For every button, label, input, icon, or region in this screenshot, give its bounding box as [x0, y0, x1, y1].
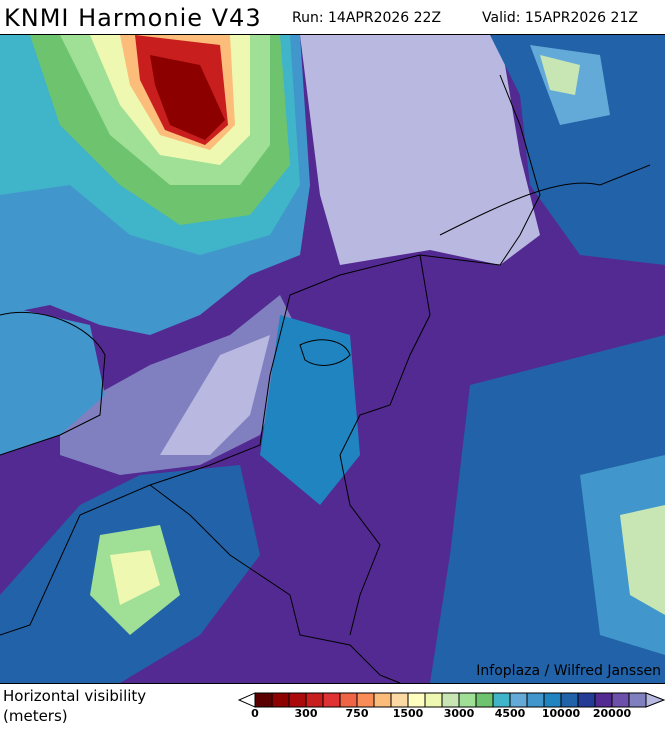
- colorbar-tick-label: 4500: [494, 707, 526, 720]
- colorbar-tick-label: 1500: [392, 707, 424, 720]
- colorbar-label-line1: Horizontal visibility: [3, 687, 147, 705]
- colorbar-box: [543, 692, 562, 708]
- border-belgium: [149, 484, 401, 683]
- field-denmark: [490, 35, 665, 265]
- colorbar-box: [356, 692, 375, 708]
- colorbar-tick-label: 10000: [541, 707, 581, 720]
- colorbar: [237, 692, 665, 708]
- colorbar-box: [560, 692, 579, 708]
- field-netherlands: [260, 315, 360, 505]
- haze-north-sea: [300, 35, 540, 265]
- colorbar-under-arrow: [237, 692, 256, 708]
- colorbar-label: Horizontal visibility (meters): [3, 686, 146, 726]
- colorbar-box: [390, 692, 409, 708]
- colorbar-tick-label: 750: [345, 707, 369, 720]
- colorbar-box: [509, 692, 528, 708]
- field-patch: [110, 550, 160, 605]
- colorbar-box: [288, 692, 307, 708]
- model-title: KNMI Harmonie V43: [4, 4, 262, 32]
- colorbar-box: [339, 692, 358, 708]
- field-patch: [540, 55, 580, 95]
- field-patch: [580, 455, 665, 655]
- map-field: [0, 35, 665, 683]
- colorbar-over-arrow: [645, 692, 665, 708]
- colorbar-box: [373, 692, 392, 708]
- coastline-denmark: [439, 164, 651, 236]
- colorbar-ticks: 0 300 750 1500 3000 4500 10000 20000: [0, 707, 665, 721]
- colorbar-box: [594, 692, 613, 708]
- coastline-ijsselmeer: [299, 339, 351, 366]
- attribution: Infoplaza / Wilfred Janssen: [476, 663, 661, 679]
- field-england: [0, 305, 105, 455]
- colorbar-label-line2: (meters): [3, 707, 68, 725]
- coastline-england: [0, 311, 106, 456]
- coastline-continent: [0, 74, 541, 636]
- haze-coast: [160, 335, 270, 455]
- colorbar-tick-label: 20000: [592, 707, 632, 720]
- colorbar-box: [424, 692, 443, 708]
- haze-channel: [60, 295, 300, 475]
- colorbar-tick-label: 300: [294, 707, 318, 720]
- colorbar-box: [492, 692, 511, 708]
- colorbar-box: [254, 692, 273, 708]
- colorbar-box: [577, 692, 596, 708]
- colorbar-box: [305, 692, 324, 708]
- visibility-map: Infoplaza / Wilfred Janssen: [0, 34, 665, 684]
- field-patch: [620, 505, 665, 615]
- field-fog-core: [150, 55, 225, 140]
- colorbar-box: [441, 692, 460, 708]
- colorbar-box: [407, 692, 426, 708]
- colorbar-box: [526, 692, 545, 708]
- colorbar-box: [322, 692, 341, 708]
- colorbar-tick-label: 3000: [443, 707, 475, 720]
- colorbar-box: [611, 692, 630, 708]
- colorbar-box: [475, 692, 494, 708]
- run-time: Run: 14APR2026 22Z: [292, 10, 442, 26]
- colorbar-box: [628, 692, 647, 708]
- colorbar-box: [271, 692, 290, 708]
- header: KNMI Harmonie V43 Run: 14APR2026 22Z Val…: [0, 0, 665, 34]
- valid-time: Valid: 15APR2026 21Z: [482, 10, 638, 26]
- colorbar-box: [458, 692, 477, 708]
- border-germany: [339, 254, 431, 636]
- colorbar-tick-label: 0: [251, 707, 259, 720]
